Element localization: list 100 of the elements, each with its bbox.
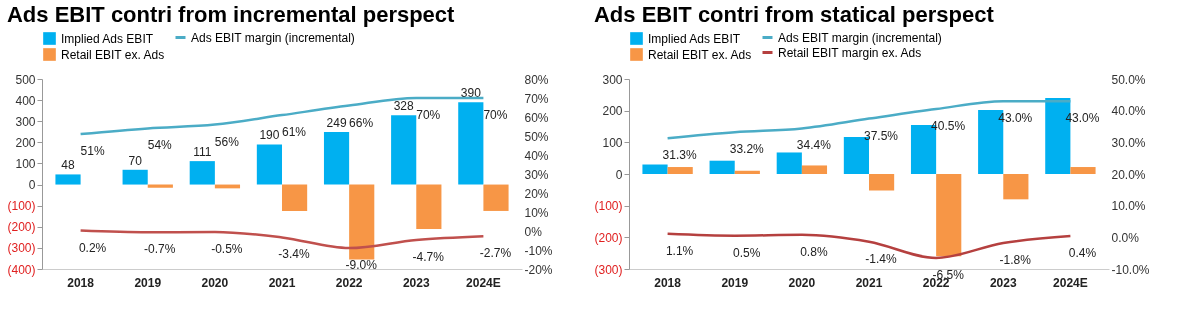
y2-tick-label: -10.0% [1111, 262, 1150, 277]
y2-tick-label: 60% [524, 110, 549, 125]
y2-tick-label: -20% [524, 262, 553, 277]
y-tick-label: 0 [28, 178, 36, 193]
y-tick-label: (300) [7, 241, 36, 256]
y-tick-label: (100) [594, 199, 623, 214]
y2-tick-label: 70% [524, 91, 549, 106]
data-label: 51% [80, 144, 105, 159]
data-label: 190 [259, 128, 280, 143]
legend-label: Ads EBIT margin (incremental) [191, 30, 355, 45]
data-label: 48 [61, 158, 76, 173]
data-label: -1.4% [865, 251, 897, 266]
data-label: 328 [393, 99, 415, 114]
y2-tick-label: 20% [524, 186, 549, 201]
bar [458, 102, 484, 185]
y-tick-label: 100 [15, 156, 36, 171]
x-tick-label: 2024E [466, 275, 501, 290]
x-tick-label: 2021 [855, 275, 883, 290]
y-tick-label: 500 [15, 72, 36, 87]
data-label: 56% [214, 134, 240, 149]
data-label: 31.3% [662, 148, 697, 163]
y2-tick-label: -10% [524, 243, 553, 258]
data-label: -4.7% [412, 249, 445, 264]
x-tick-label: 2022 [335, 275, 363, 290]
bar [189, 161, 215, 185]
y2-tick-label: 30.0% [1111, 135, 1146, 150]
y2-tick-label: 30% [524, 167, 549, 182]
y2-tick-label: 50.0% [1111, 72, 1146, 87]
bar [416, 184, 442, 229]
bar [282, 184, 308, 211]
legend-label: Implied Ads EBIT [648, 31, 741, 46]
y2-tick-label: 20.0% [1111, 167, 1146, 182]
bar [391, 115, 417, 185]
bar [483, 184, 509, 211]
y-tick-label: (400) [7, 262, 36, 277]
data-label: -2.7% [479, 246, 512, 261]
data-label: -9.0% [345, 258, 378, 273]
bar [349, 184, 375, 260]
data-label: 1.1% [665, 243, 694, 258]
data-label: 249 [326, 115, 347, 130]
y-tick-label: (200) [594, 230, 623, 245]
data-label: 61% [281, 125, 307, 140]
data-label: -0.5% [211, 241, 243, 256]
bar [55, 174, 81, 185]
y-tick-label: 400 [15, 93, 36, 108]
y-tick-label: 100 [602, 135, 623, 150]
legend-label: Implied Ads EBIT [61, 31, 154, 46]
data-label: 70% [416, 108, 441, 122]
data-label: 111 [193, 145, 212, 160]
bar [1003, 174, 1029, 200]
x-tick-label: 2020 [201, 275, 229, 290]
data-label: 0.2% [78, 240, 107, 255]
chart-title: Ads EBIT contri from statical perspect [593, 2, 995, 27]
data-label: 0.4% [1068, 246, 1097, 261]
bar [256, 144, 282, 185]
bar [1070, 167, 1096, 174]
y2-tick-label: 50% [524, 129, 549, 144]
data-label: 70 [128, 153, 143, 168]
x-tick-label: 2019 [721, 275, 749, 290]
data-label: 34.4% [796, 138, 832, 153]
data-label: 37.5% [863, 128, 899, 143]
y2-tick-label: 40.0% [1111, 104, 1146, 119]
data-label: -1.8% [999, 253, 1032, 268]
bar [323, 131, 350, 185]
y-tick-label: 0 [615, 167, 623, 182]
x-tick-label: 2018 [67, 275, 95, 290]
bar [147, 184, 173, 188]
x-tick-label: 2023 [402, 275, 430, 290]
legend-label: Retail EBIT ex. Ads [61, 47, 165, 62]
y-tick-label: (200) [7, 220, 36, 235]
bar [734, 170, 760, 174]
data-label: 0.8% [800, 244, 828, 259]
bar [642, 164, 668, 174]
x-tick-label: 2019 [134, 275, 162, 290]
data-label: 390 [460, 86, 482, 101]
data-label: 40.5% [931, 119, 966, 134]
legend-label: Ads EBIT margin (incremental) [778, 30, 942, 45]
y-tick-label: (100) [7, 199, 36, 214]
x-tick-label: 2018 [654, 275, 682, 290]
y-tick-label: 200 [602, 104, 623, 119]
y-tick-label: 300 [15, 114, 36, 129]
data-label: -3.4% [278, 247, 310, 262]
x-tick-label: 2020 [788, 275, 816, 290]
bar [869, 174, 895, 191]
x-tick-label: 2023 [989, 275, 1017, 290]
bar [709, 160, 735, 174]
y-tick-label: 300 [602, 72, 623, 87]
y2-tick-label: 80% [524, 72, 549, 87]
bar [776, 152, 802, 174]
data-label: 66% [349, 115, 374, 130]
y-tick-label: 200 [15, 135, 36, 150]
data-label: 70% [483, 108, 508, 122]
y2-tick-label: 0.0% [1111, 230, 1140, 245]
data-label: 33.2% [729, 142, 765, 157]
bar [801, 165, 828, 174]
y-tick-label: (300) [594, 262, 623, 277]
legend-label: Retail EBIT ex. Ads [648, 47, 752, 62]
bar [936, 174, 962, 257]
y2-tick-label: 40% [524, 148, 549, 163]
legend-label: Retail EBIT margin ex. Ads [778, 45, 922, 60]
